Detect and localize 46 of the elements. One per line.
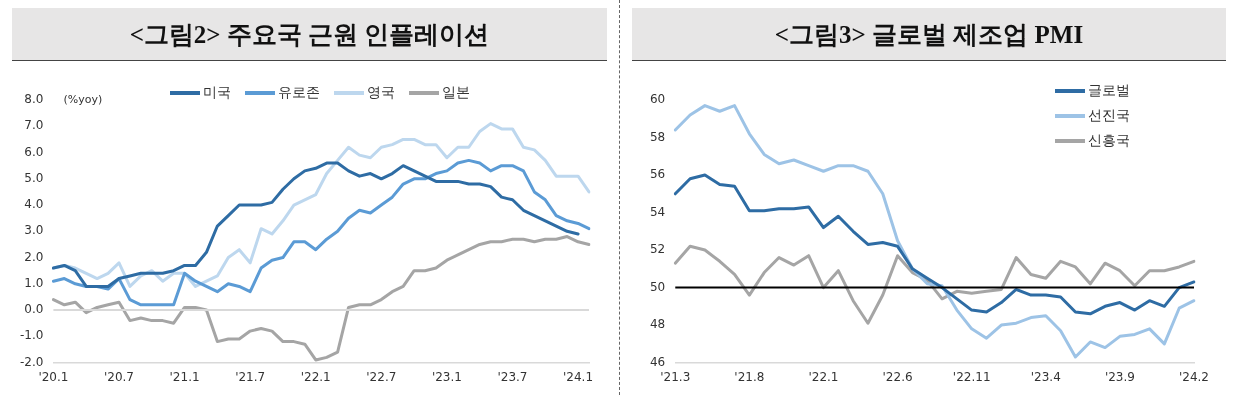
x-tick-label: '22.1 bbox=[808, 369, 839, 384]
legend-label: 선진국 bbox=[1088, 106, 1130, 125]
x-tick-label: '22.6 bbox=[882, 369, 913, 384]
x-tick-label: '20.7 bbox=[103, 369, 135, 384]
y-tick-label: 60 bbox=[649, 92, 666, 107]
y-tick-label: -1.0 bbox=[19, 328, 44, 343]
y-tick-label: 50 bbox=[649, 279, 666, 294]
y-tick-label: 0.0 bbox=[24, 302, 44, 317]
x-tick-label: '22.7 bbox=[366, 369, 397, 384]
legend-label: 글로벌 bbox=[1088, 81, 1130, 100]
y-tick-label: 4.0 bbox=[24, 197, 44, 212]
x-tick-label: '21.8 bbox=[734, 369, 765, 384]
y-tick-label: 5.0 bbox=[24, 170, 44, 185]
y-tick-label: 56 bbox=[649, 167, 666, 182]
y-tick-label: 46 bbox=[649, 354, 666, 369]
y-tick-label: 8.0 bbox=[24, 92, 44, 107]
legend-label: 신흥국 bbox=[1088, 131, 1130, 150]
y-tick-label: 6.0 bbox=[24, 144, 44, 159]
y-tick-label: -2.0 bbox=[19, 354, 44, 369]
y-tick-label: 7.0 bbox=[24, 118, 44, 133]
legend-label: 일본 bbox=[442, 83, 470, 102]
x-tick-label: '21.7 bbox=[235, 369, 266, 384]
x-tick-label: '23.1 bbox=[431, 369, 462, 384]
legend-label: 미국 bbox=[203, 83, 231, 102]
y-tick-label: 48 bbox=[649, 317, 666, 332]
y-tick-label: 1.0 bbox=[24, 275, 44, 290]
chart-title: <그림3> 글로벌 제조업 PMI bbox=[632, 8, 1226, 61]
x-tick-label: '20.1 bbox=[38, 369, 69, 384]
legend-label: 유로존 bbox=[278, 83, 320, 102]
x-tick-label: '22.1 bbox=[300, 369, 331, 384]
y-tick-label: 58 bbox=[649, 129, 666, 144]
x-tick-label: '24.2 bbox=[1178, 369, 1210, 384]
y-tick-label: 52 bbox=[649, 242, 666, 257]
chart-title: <그림2> 주요국 근원 인플레이션 bbox=[12, 8, 607, 61]
y-tick-label: 3.0 bbox=[24, 223, 44, 238]
legend-label: 영국 bbox=[367, 83, 395, 102]
x-tick-label: '23.9 bbox=[1104, 369, 1135, 384]
x-tick-label: '22.11 bbox=[952, 369, 991, 384]
x-tick-label: '24.1 bbox=[563, 369, 594, 384]
y-tick-label: 54 bbox=[649, 204, 666, 219]
y-axis-title: (%yoy) bbox=[63, 92, 103, 106]
y-tick-label: 2.0 bbox=[24, 249, 44, 264]
x-tick-label: '23.4 bbox=[1030, 369, 1061, 384]
x-tick-label: '21.3 bbox=[660, 369, 691, 384]
x-tick-label: '23.7 bbox=[497, 369, 528, 384]
x-tick-label: '21.1 bbox=[169, 369, 200, 384]
